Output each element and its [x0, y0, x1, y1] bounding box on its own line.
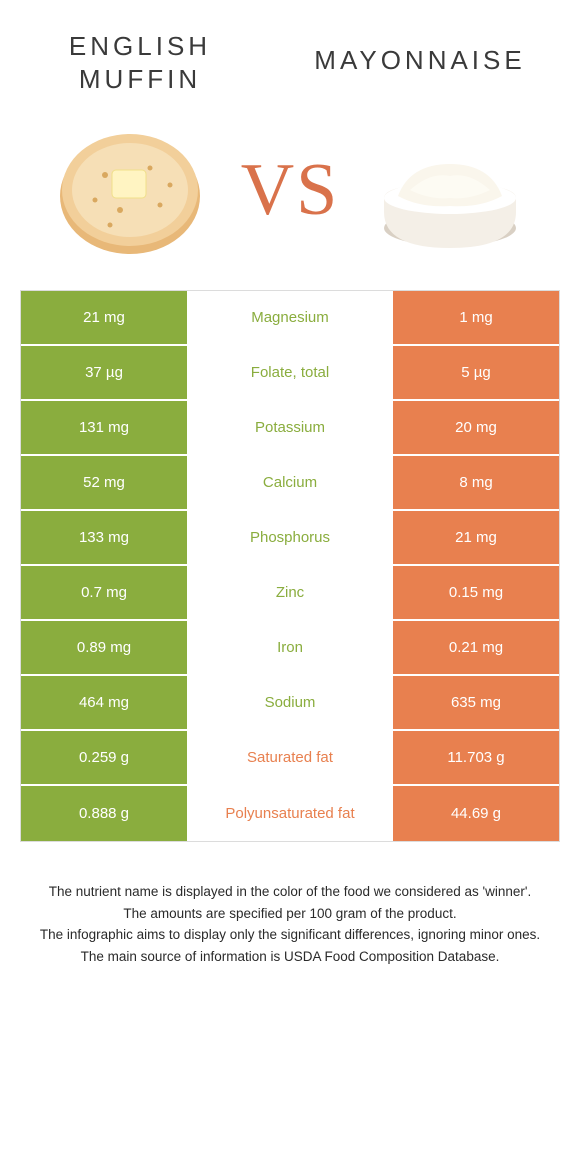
nutrient-name: Saturated fat — [187, 731, 393, 784]
left-value: 0.888 g — [21, 786, 187, 841]
left-value: 131 mg — [21, 401, 187, 454]
right-value: 0.15 mg — [393, 566, 559, 619]
mayonnaise-image — [370, 120, 530, 260]
footnote-line: The infographic aims to display only the… — [30, 925, 550, 945]
table-row: 133 mgPhosphorus21 mg — [21, 511, 559, 566]
nutrient-name: Iron — [187, 621, 393, 674]
left-food-title: Englishmuffin — [50, 30, 230, 95]
left-value: 464 mg — [21, 676, 187, 729]
nutrient-name: Sodium — [187, 676, 393, 729]
left-value: 37 µg — [21, 346, 187, 399]
left-value: 21 mg — [21, 291, 187, 344]
right-value: 8 mg — [393, 456, 559, 509]
footnote-line: The nutrient name is displayed in the co… — [30, 882, 550, 902]
english-muffin-image — [50, 120, 210, 260]
table-row: 464 mgSodium635 mg — [21, 676, 559, 731]
table-row: 0.888 gPolyunsaturated fat44.69 g — [21, 786, 559, 841]
table-row: 0.89 mgIron0.21 mg — [21, 621, 559, 676]
table-row: 21 mgMagnesium1 mg — [21, 291, 559, 346]
right-value: 635 mg — [393, 676, 559, 729]
right-value: 5 µg — [393, 346, 559, 399]
left-value: 0.89 mg — [21, 621, 187, 674]
left-value: 0.7 mg — [21, 566, 187, 619]
table-row: 0.7 mgZinc0.15 mg — [21, 566, 559, 621]
footnote-line: The amounts are specified per 100 gram o… — [30, 904, 550, 924]
comparison-table: 21 mgMagnesium1 mg37 µgFolate, total5 µg… — [20, 290, 560, 842]
footnotes: The nutrient name is displayed in the co… — [30, 882, 550, 968]
right-value: 1 mg — [393, 291, 559, 344]
footnote-line: The main source of information is USDA F… — [30, 947, 550, 967]
nutrient-name: Polyunsaturated fat — [187, 786, 393, 841]
right-value: 44.69 g — [393, 786, 559, 841]
right-value: 0.21 mg — [393, 621, 559, 674]
left-value: 0.259 g — [21, 731, 187, 784]
images-row: VS — [20, 120, 560, 260]
table-row: 131 mgPotassium20 mg — [21, 401, 559, 456]
nutrient-name: Potassium — [187, 401, 393, 454]
left-value: 52 mg — [21, 456, 187, 509]
right-value: 21 mg — [393, 511, 559, 564]
right-value: 11.703 g — [393, 731, 559, 784]
header: Englishmuffin Mayonnaise — [20, 30, 560, 95]
nutrient-name: Calcium — [187, 456, 393, 509]
right-food-title: Mayonnaise — [310, 30, 530, 77]
left-value: 133 mg — [21, 511, 187, 564]
nutrient-name: Phosphorus — [187, 511, 393, 564]
nutrient-name: Magnesium — [187, 291, 393, 344]
right-value: 20 mg — [393, 401, 559, 454]
table-row: 37 µgFolate, total5 µg — [21, 346, 559, 401]
nutrient-name: Zinc — [187, 566, 393, 619]
table-row: 52 mgCalcium8 mg — [21, 456, 559, 511]
nutrient-name: Folate, total — [187, 346, 393, 399]
table-row: 0.259 gSaturated fat11.703 g — [21, 731, 559, 786]
vs-label: VS — [241, 148, 340, 233]
